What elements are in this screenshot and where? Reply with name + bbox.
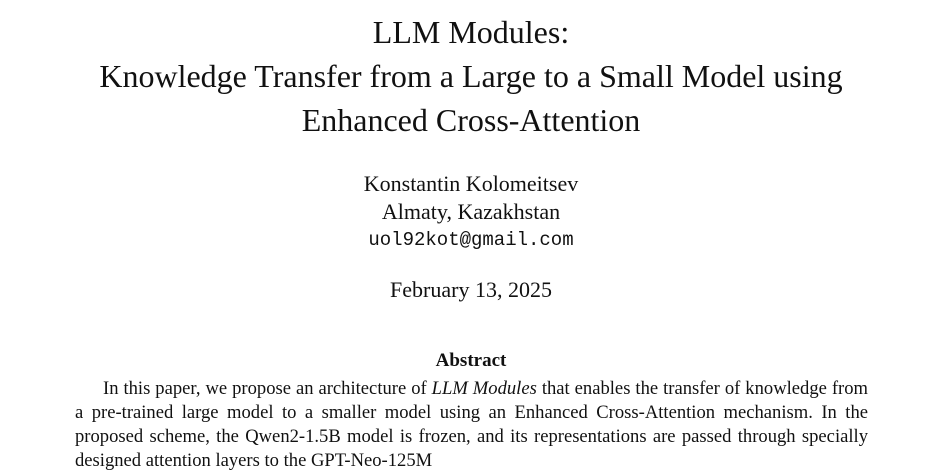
paper-title: LLM Modules: Knowledge Transfer from a L…	[0, 10, 942, 142]
paper-date: February 13, 2025	[390, 277, 552, 302]
abstract-emphasis: LLM Modules	[431, 378, 537, 399]
abstract-heading: Abstract	[435, 350, 507, 371]
abstract-text-start: In this paper, we propose an architectur…	[103, 378, 432, 399]
author-name: Konstantin Kolomeitsev	[363, 171, 579, 196]
paper-page: LLM Modules: Knowledge Transfer from a L…	[0, 10, 942, 471]
title-line-1: LLM Modules:	[372, 14, 570, 50]
title-line-3: Enhanced Cross-Attention	[301, 102, 641, 138]
author-block: Konstantin Kolomeitsev Almaty, Kazakhsta…	[0, 170, 942, 254]
title-line-2: Knowledge Transfer from a Large to a Sma…	[99, 58, 843, 94]
abstract-body: In this paper, we propose an architectur…	[75, 377, 868, 473]
author-affiliation: Almaty, Kazakhstan	[381, 199, 561, 224]
author-email[interactable]: uol92kot@gmail.com	[368, 229, 574, 251]
